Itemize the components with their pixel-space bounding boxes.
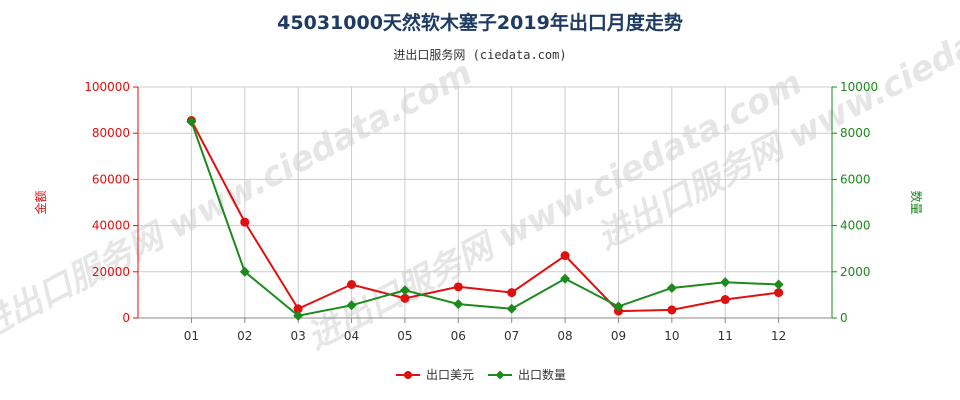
chart-title: 45031000天然软木塞子2019年出口月度走势 bbox=[277, 12, 683, 34]
x-tick-label: 10 bbox=[664, 329, 679, 343]
x-tick-label: 03 bbox=[291, 329, 306, 343]
data-point-amount bbox=[453, 282, 463, 292]
data-point-amount bbox=[400, 293, 410, 303]
data-point-quantity bbox=[239, 266, 250, 277]
x-tick-label: 08 bbox=[557, 329, 572, 343]
data-point-quantity bbox=[720, 277, 731, 288]
data-point-amount bbox=[293, 304, 303, 314]
legend-label: 出口数量 bbox=[518, 367, 566, 382]
data-point-quantity bbox=[293, 310, 304, 321]
y-right-tick-label: 4000 bbox=[840, 219, 871, 233]
series-line-quantity bbox=[190, 121, 779, 317]
y-left-tick-label: 80000 bbox=[92, 126, 130, 140]
series-line-amount bbox=[190, 120, 779, 313]
data-point-amount bbox=[507, 288, 517, 298]
y-right-tick-label: 6000 bbox=[840, 172, 871, 186]
data-point-quantity bbox=[773, 279, 784, 290]
y-left-axis-label: 金额 bbox=[33, 190, 48, 214]
x-tick-label: 11 bbox=[718, 329, 733, 343]
legend-swatch-marker bbox=[404, 371, 412, 379]
x-tick-label: 06 bbox=[451, 329, 466, 343]
y-right-axis-label: 数量 bbox=[909, 190, 924, 214]
data-point-amount bbox=[774, 288, 784, 298]
data-point-amount bbox=[240, 217, 250, 227]
watermark-text: 进出口服务网 www.ciedata.com bbox=[591, 0, 960, 258]
x-tick-label: 05 bbox=[397, 329, 412, 343]
y-left-tick-label: 0 bbox=[122, 311, 130, 325]
x-tick-label: 04 bbox=[344, 329, 359, 343]
data-point-amount bbox=[560, 251, 570, 261]
data-point-quantity bbox=[399, 285, 410, 296]
data-point-quantity bbox=[453, 299, 464, 310]
data-point-amount bbox=[667, 305, 677, 315]
y-left-tick-label: 100000 bbox=[84, 80, 130, 94]
chart-subtitle: 进出口服务网 (ciedata.com) bbox=[393, 48, 567, 62]
y-right-tick-label: 10000 bbox=[840, 80, 878, 94]
data-point-amount bbox=[347, 280, 357, 290]
y-left-tick-label: 60000 bbox=[92, 172, 130, 186]
y-left-tick-label: 20000 bbox=[92, 265, 130, 279]
x-tick-label: 07 bbox=[504, 329, 519, 343]
x-tick-label: 01 bbox=[184, 329, 199, 343]
data-point-quantity bbox=[613, 301, 624, 312]
y-right-tick-label: 0 bbox=[840, 311, 848, 325]
x-tick-label: 02 bbox=[237, 329, 252, 343]
data-point-quantity bbox=[560, 273, 571, 284]
data-point-quantity bbox=[506, 303, 517, 314]
legend-label: 出口美元 bbox=[426, 368, 474, 382]
data-point-amount bbox=[720, 295, 730, 305]
data-point-quantity bbox=[666, 282, 677, 293]
data-point-quantity bbox=[346, 300, 357, 311]
y-left-tick-label: 40000 bbox=[92, 219, 130, 233]
y-right-tick-label: 2000 bbox=[840, 265, 871, 279]
x-tick-label: 09 bbox=[611, 329, 626, 343]
legend-swatch-marker bbox=[495, 370, 505, 380]
y-right-tick-label: 8000 bbox=[840, 126, 871, 140]
x-tick-label: 12 bbox=[771, 329, 786, 343]
data-point-quantity bbox=[186, 116, 197, 127]
